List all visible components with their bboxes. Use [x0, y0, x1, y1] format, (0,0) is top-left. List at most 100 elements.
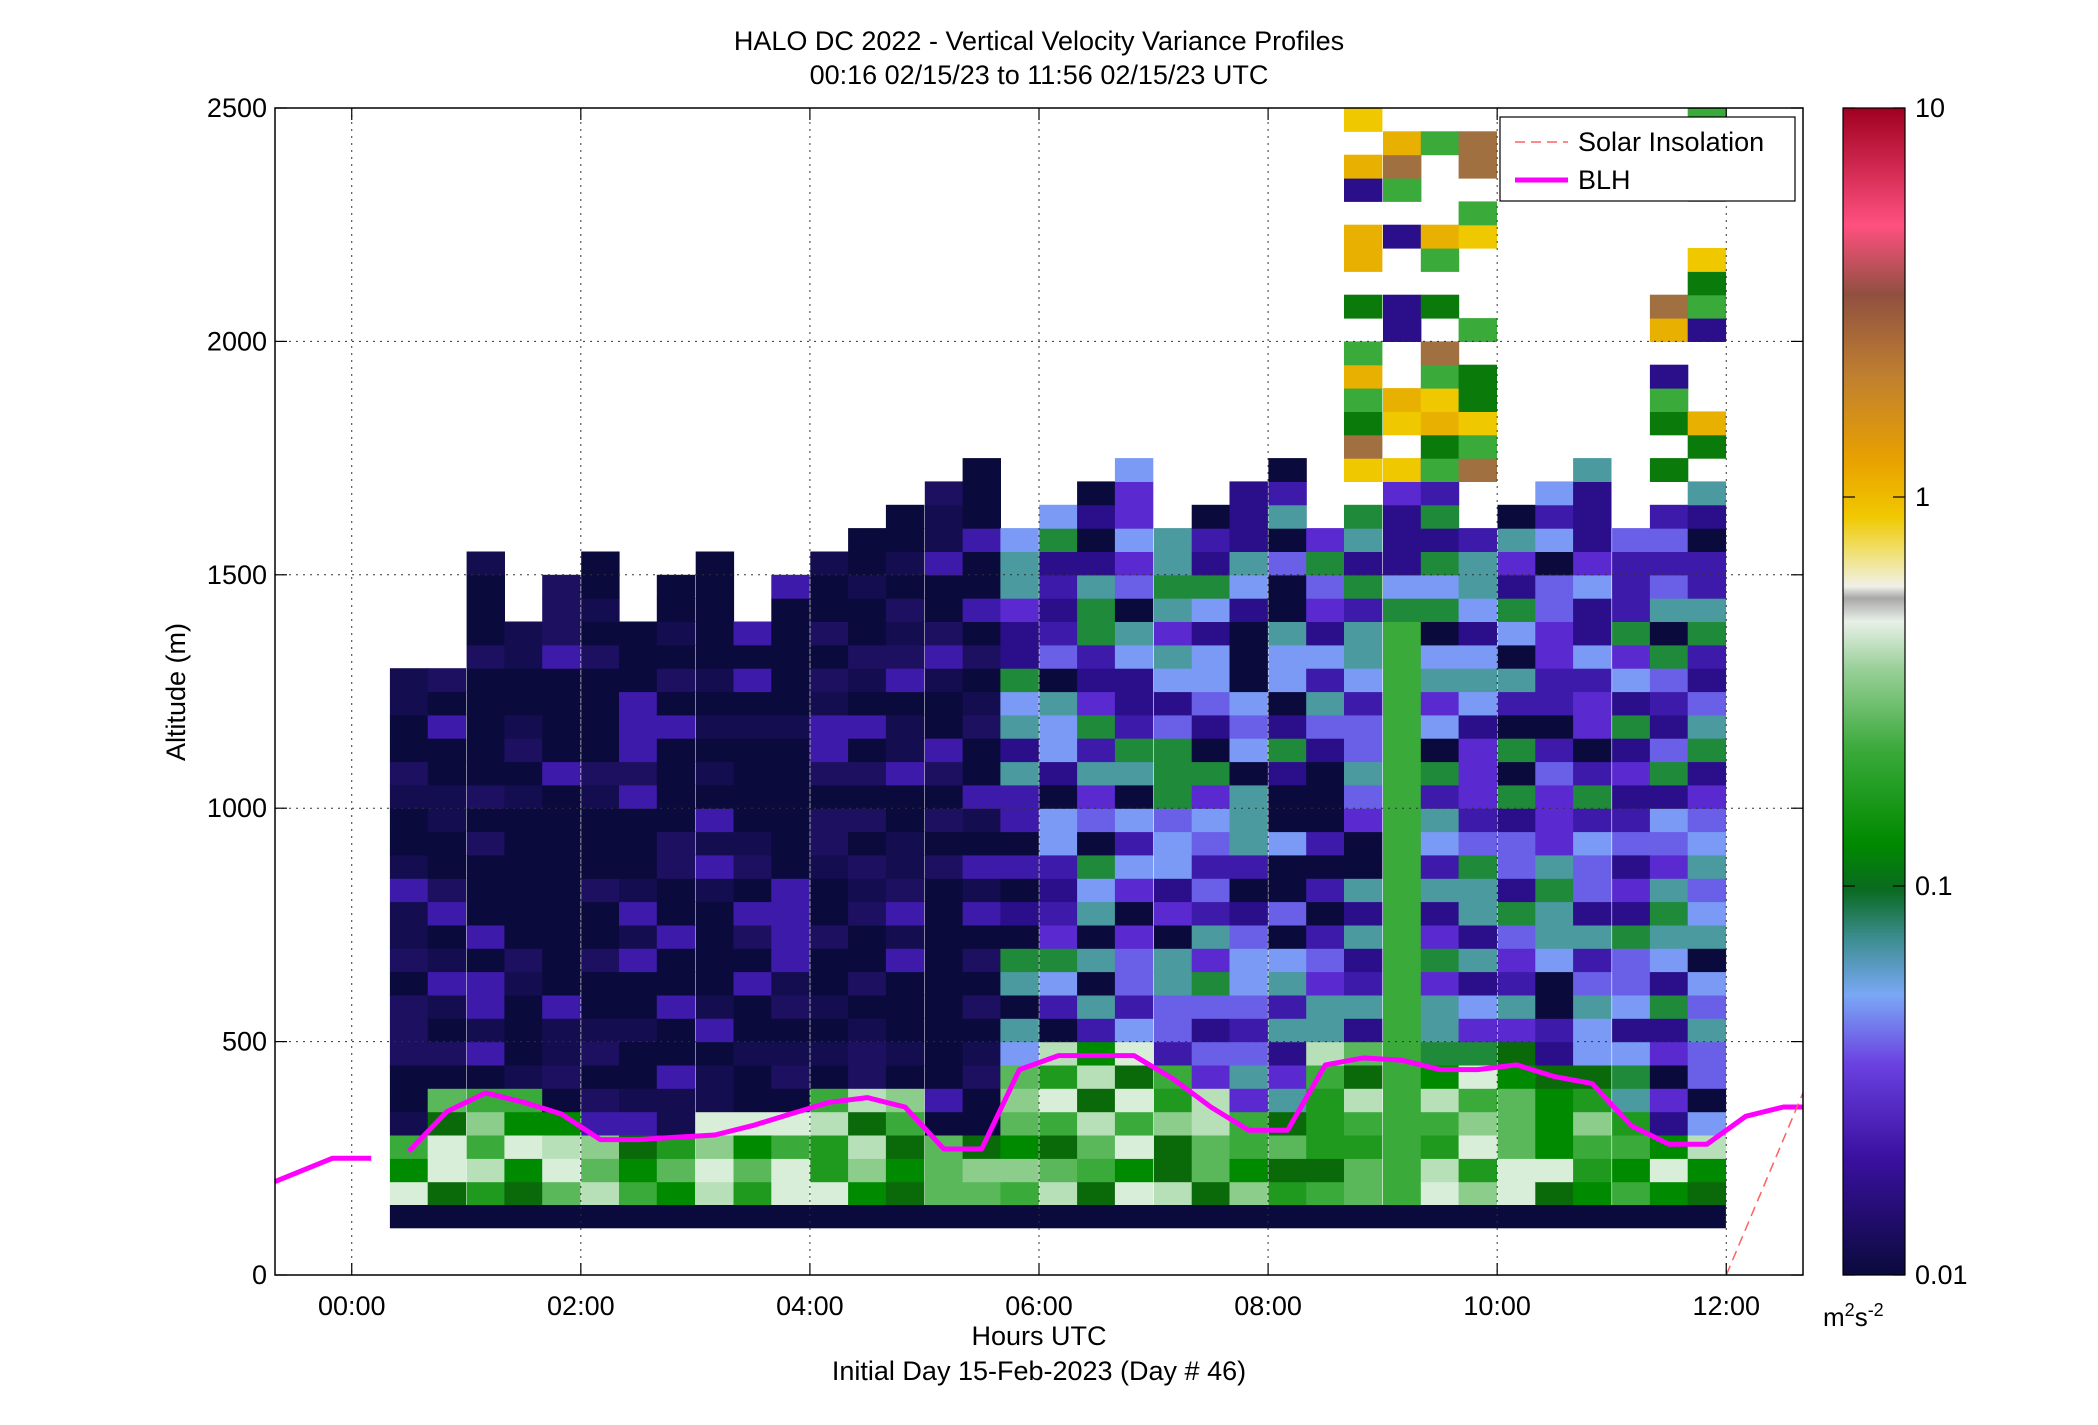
heatmap-cell	[581, 738, 620, 763]
heatmap-cell	[466, 924, 505, 949]
heatmap-cell	[656, 1135, 696, 1159]
heatmap-cell	[1649, 854, 1689, 879]
heatmap-cell	[1268, 1041, 1307, 1066]
heatmap-cell	[885, 948, 925, 973]
heatmap-cell	[1535, 1088, 1574, 1113]
heatmap-cell	[1077, 924, 1116, 949]
heatmap-cell	[1687, 691, 1727, 716]
heatmap-cell	[1612, 738, 1651, 763]
heatmap-cell	[1497, 621, 1536, 646]
heatmap-cell	[504, 738, 543, 763]
heatmap-cell	[1306, 1181, 1345, 1206]
heatmap-cell	[1153, 621, 1193, 646]
heatmap-cell	[1458, 854, 1497, 879]
heatmap-cell	[504, 831, 543, 856]
heatmap-cell	[924, 878, 964, 903]
heatmap-cell	[771, 854, 810, 879]
heatmap-cell	[1497, 1158, 1536, 1183]
heatmap-cell	[1000, 574, 1039, 599]
heatmap-cell	[1000, 1158, 1039, 1183]
heatmap-cell	[1573, 621, 1612, 646]
heatmap-cell	[542, 878, 581, 903]
heatmap-cell	[962, 878, 1001, 903]
heatmap-cell	[1153, 738, 1193, 763]
heatmap-cell	[1306, 784, 1345, 809]
heatmap-cell	[656, 924, 696, 949]
heatmap-cell	[848, 1064, 887, 1089]
heatmap-cell	[848, 644, 887, 669]
heatmap-cell	[1612, 854, 1651, 879]
heatmap-cell	[1612, 551, 1651, 576]
heatmap-cell	[1000, 971, 1039, 996]
heatmap-cell	[1535, 901, 1574, 926]
heatmap-cell	[1573, 831, 1612, 856]
heatmap-cell	[1229, 574, 1268, 599]
heatmap-cell	[1000, 831, 1039, 856]
heatmap-cell	[1420, 971, 1460, 996]
heatmap-cell	[1612, 971, 1651, 996]
heatmap-cell	[1306, 528, 1345, 552]
legend-box	[1499, 116, 1796, 202]
heatmap-cell	[771, 994, 810, 1019]
heatmap-cell	[1039, 644, 1078, 669]
heatmap-cell	[885, 808, 925, 833]
heatmap-cell	[1497, 738, 1536, 763]
surface-band	[389, 1205, 1726, 1229]
heatmap-cell	[1649, 948, 1689, 973]
heatmap-cell	[771, 1088, 810, 1113]
heatmap-cell	[1344, 598, 1383, 622]
heatmap-cell	[542, 784, 581, 809]
heatmap-cell	[1383, 154, 1422, 179]
heatmap-cell	[962, 1041, 1001, 1066]
heatmap-cell	[389, 878, 429, 903]
heatmap-cell	[466, 948, 505, 973]
heatmap-cell	[1268, 878, 1307, 903]
heatmap-cell	[656, 1111, 696, 1136]
heatmap-cell	[1383, 994, 1422, 1019]
heatmap-cell	[1000, 1111, 1039, 1136]
heatmap-cell	[1344, 1018, 1383, 1043]
heatmap-cell	[542, 1088, 581, 1113]
heatmap-cell	[619, 878, 658, 903]
heatmap-cell	[1077, 878, 1116, 903]
heatmap-cell	[504, 971, 543, 996]
heatmap-cell	[1114, 504, 1154, 529]
heatmap-cell	[1458, 1018, 1497, 1043]
heatmap-cell	[1420, 621, 1460, 646]
heatmap-cell	[1497, 551, 1536, 576]
heatmap-cell	[542, 714, 581, 739]
heatmap-cell	[466, 1041, 505, 1066]
heatmap-cell	[1497, 574, 1536, 599]
heatmap-cell	[848, 808, 887, 833]
heatmap-cell	[1497, 691, 1536, 716]
heatmap-cell	[389, 1018, 429, 1043]
heatmap-cell	[581, 598, 620, 622]
heatmap-cell	[1383, 1088, 1422, 1113]
heatmap-cell	[581, 878, 620, 903]
heatmap-cell	[1268, 761, 1307, 786]
heatmap-cell	[1306, 598, 1345, 622]
heatmap-cell	[733, 691, 772, 716]
heatmap-cell	[1306, 1088, 1345, 1113]
heatmap-cell	[1420, 784, 1460, 809]
heatmap-cell	[1687, 574, 1727, 599]
heatmap-cell	[389, 1158, 429, 1183]
heatmap-cell	[427, 971, 467, 996]
heatmap-cell	[733, 994, 772, 1019]
heatmap-cell	[1114, 831, 1154, 856]
heatmap-cell	[962, 574, 1001, 599]
heatmap-cell	[771, 761, 810, 786]
heatmap-cell	[1000, 621, 1039, 646]
heatmap-cell	[1383, 294, 1422, 319]
heatmap-cell	[1649, 668, 1689, 693]
heatmap-cell	[1383, 481, 1422, 506]
heatmap-cell	[1687, 831, 1727, 856]
heatmap-cell	[1153, 1111, 1193, 1136]
heatmap-cell	[1039, 504, 1078, 529]
heatmap-cell	[1000, 528, 1039, 552]
heatmap-cell	[619, 738, 658, 763]
heatmap-cell	[1612, 901, 1651, 926]
heatmap-cell	[1039, 971, 1078, 996]
heatmap-cell	[1612, 1181, 1651, 1206]
grid-lines	[275, 108, 1803, 1275]
